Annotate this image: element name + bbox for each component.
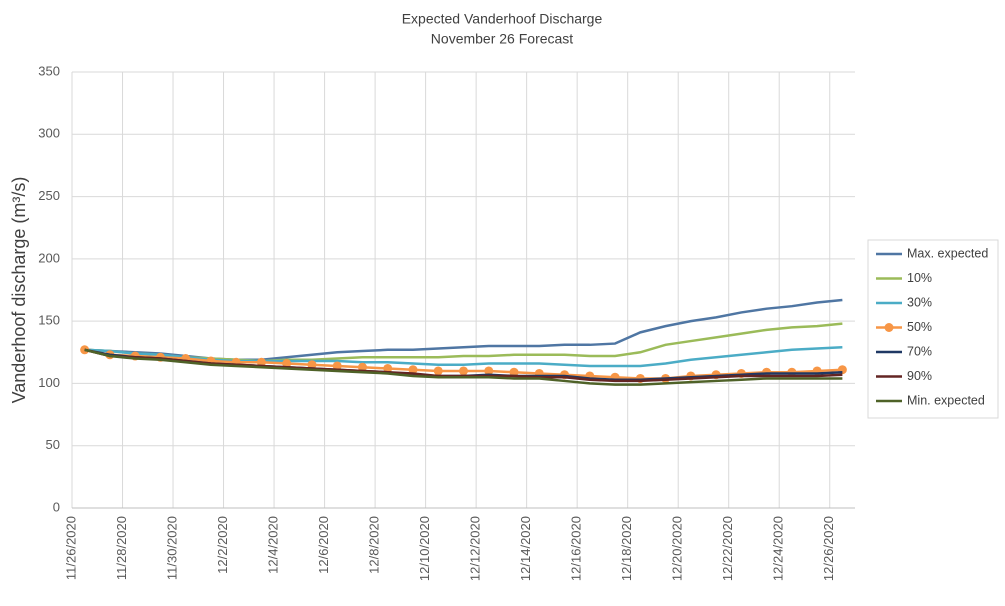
legend-label: 30% xyxy=(907,295,932,309)
legend-label: 10% xyxy=(907,271,932,285)
point xyxy=(357,362,367,372)
x-tick-label: 12/22/2020 xyxy=(720,516,735,581)
series-line xyxy=(84,348,843,386)
legend-label: Max. expected xyxy=(907,246,988,260)
chart-title: Expected Vanderhoof Discharge xyxy=(402,11,603,27)
x-tick-label: 12/20/2020 xyxy=(670,516,685,581)
x-tick-label: 12/14/2020 xyxy=(518,516,533,581)
chart-subtitle: November 26 Forecast xyxy=(431,31,574,47)
x-tick-label: 11/28/2020 xyxy=(114,516,129,580)
legend-label: 70% xyxy=(907,344,932,358)
x-tick-label: 11/30/2020 xyxy=(164,516,179,580)
x-tick-label: 12/2/2020 xyxy=(215,516,230,574)
point xyxy=(256,357,266,367)
x-tick-label: 11/26/2020 xyxy=(63,516,78,580)
y-axis-title: Vanderhoof discharge (m³/s) xyxy=(9,177,29,404)
x-tick-label: 12/12/2020 xyxy=(468,516,483,581)
legend-label: 90% xyxy=(907,369,932,383)
x-tick-label: 12/26/2020 xyxy=(821,516,836,581)
point xyxy=(332,361,342,371)
y-tick-label: 250 xyxy=(38,188,60,203)
point xyxy=(459,366,468,376)
legend-marker xyxy=(884,323,894,332)
legend-label: 50% xyxy=(907,320,932,334)
point xyxy=(408,365,418,375)
x-tick-label: 12/6/2020 xyxy=(316,516,331,574)
x-tick-label: 12/4/2020 xyxy=(266,516,281,574)
legend-label: Min. expected xyxy=(907,393,985,407)
y-tick-label: 200 xyxy=(38,250,60,265)
point xyxy=(484,366,494,376)
x-tick-label: 12/24/2020 xyxy=(771,516,786,581)
x-tick-label: 12/16/2020 xyxy=(569,516,584,581)
x-tick-label: 12/10/2020 xyxy=(417,516,432,581)
y-tick-label: 300 xyxy=(38,126,60,141)
point xyxy=(433,366,443,376)
x-tick-label: 12/18/2020 xyxy=(619,516,634,581)
y-tick-label: 0 xyxy=(53,499,60,514)
y-tick-label: 50 xyxy=(46,437,60,452)
point xyxy=(383,363,393,373)
y-tick-label: 350 xyxy=(38,63,60,78)
point xyxy=(509,367,519,377)
point xyxy=(282,358,292,368)
y-tick-label: 150 xyxy=(38,313,60,328)
point xyxy=(307,360,317,370)
y-tick-label: 100 xyxy=(38,375,60,390)
x-tick-label: 12/8/2020 xyxy=(367,516,382,574)
